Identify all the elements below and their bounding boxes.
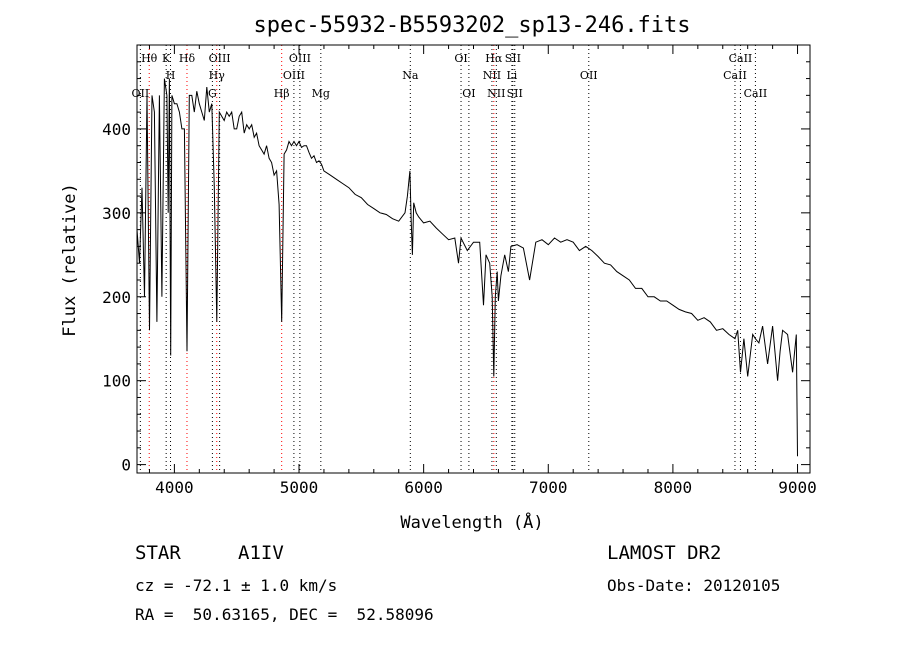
line-label-11: Mg [312,87,330,100]
line-label-24: CaII [744,87,768,100]
series-layer [136,78,798,457]
line-label-1: OII [132,87,150,100]
survey-name: LAMOST DR2 [607,542,722,564]
line-label-20: SII [507,87,523,100]
line-label-4: Hδ [179,52,196,65]
line-label-16: Hα [485,52,503,65]
line-label-12: Na [402,69,419,82]
chart-title: spec-55932-B5593202_sp13-246.fits [253,13,690,38]
y-tick-label: 100 [102,372,131,391]
line-label-13: OI [454,52,467,65]
line-label-10: OIII [289,52,311,65]
line-label-22: CaII [723,69,747,82]
y-tick-label: 0 [121,456,131,475]
line-label-17: NII [487,87,505,100]
line-label-7: OIII [209,52,231,65]
redshift-velocity: cz = -72.1 ± 1.0 km/s [135,576,338,595]
object-class: STAR [135,542,181,564]
x-tick-label: 6000 [404,478,443,497]
line-label-18: Li [506,69,517,82]
coordinates: RA = 50.63165, DEC = 52.58096 [135,605,434,624]
line-label-21: OII [580,69,598,82]
line-label-2: K [162,52,171,65]
spectrum-series-line [136,78,798,457]
line-label-0: Hθ [141,52,158,65]
line-label-15: NII [483,69,501,82]
line-label-19: SII [505,52,521,65]
y-tick-label: 400 [102,120,131,139]
line-label-5: Hγ [209,69,226,82]
plot-frame [136,44,811,474]
line-label-9: OIII [283,69,305,82]
line-label-14: OI [462,87,475,100]
x-axis-label: Wavelength (Å) [400,511,543,533]
object-subclass: A1IV [238,542,284,564]
y-tick-label: 300 [102,204,131,223]
x-tick-label: 8000 [654,478,693,497]
axes: 4000 5000 6000 7000 8000 9000 0 100 200 300 400 [102,44,817,497]
line-label-3: H [166,69,176,82]
line-label-23: CaII [729,52,753,65]
y-axis-label: Flux (relative) [60,183,80,337]
y-tick-label: 200 [102,288,131,307]
x-tick-label: 5000 [280,478,319,497]
x-tick-label: 9000 [778,478,817,497]
line-label-8: Hβ [274,87,290,100]
x-tick-label: 4000 [155,478,194,497]
x-tick-label: 7000 [529,478,568,497]
line-label-6: G [208,87,217,100]
observation-date: Obs-Date: 20120105 [607,576,781,595]
